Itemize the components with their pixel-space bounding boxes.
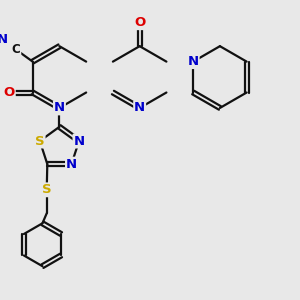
- Text: N: N: [54, 101, 65, 115]
- Text: N: N: [66, 158, 77, 171]
- Text: N: N: [188, 55, 199, 68]
- Text: C: C: [12, 43, 20, 56]
- Text: S: S: [42, 183, 52, 196]
- Text: N: N: [0, 33, 8, 46]
- Text: O: O: [134, 16, 145, 29]
- Text: O: O: [4, 86, 15, 99]
- Text: N: N: [74, 135, 85, 148]
- Text: S: S: [35, 135, 45, 148]
- Text: N: N: [134, 101, 145, 115]
